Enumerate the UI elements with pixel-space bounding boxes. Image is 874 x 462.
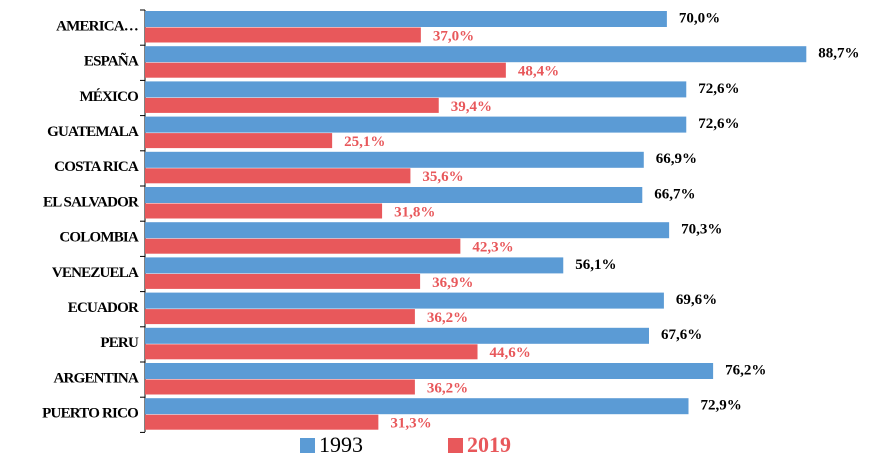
value-label: 36,2% bbox=[427, 310, 468, 326]
legend-swatch bbox=[300, 438, 315, 453]
bar bbox=[145, 27, 421, 43]
bar bbox=[145, 327, 649, 344]
value-label: 70,0% bbox=[679, 10, 720, 26]
category-label: AMERICA… bbox=[56, 18, 138, 34]
value-label: 66,9% bbox=[656, 151, 697, 167]
bar bbox=[145, 187, 643, 203]
bar bbox=[145, 151, 644, 168]
bar bbox=[145, 238, 461, 254]
value-label: 76,2% bbox=[725, 362, 766, 378]
value-label: 72,6% bbox=[698, 81, 739, 97]
category-label: ARGENTINA bbox=[54, 370, 139, 386]
bar bbox=[145, 62, 506, 78]
value-label: 72,9% bbox=[701, 398, 742, 414]
value-label: 70,3% bbox=[681, 222, 722, 238]
value-label: 39,4% bbox=[451, 99, 492, 115]
value-label: 67,6% bbox=[661, 327, 702, 343]
category-label: MÉXICO bbox=[79, 88, 138, 105]
value-label: 31,8% bbox=[394, 204, 435, 220]
bar bbox=[145, 46, 807, 63]
bar bbox=[145, 257, 564, 274]
bar bbox=[145, 414, 379, 430]
value-label: 35,6% bbox=[422, 169, 463, 185]
value-label: 36,9% bbox=[432, 275, 473, 291]
category-label: COLOMBIA bbox=[59, 230, 139, 246]
value-label: 44,6% bbox=[490, 345, 531, 361]
value-label: 88,7% bbox=[818, 46, 859, 62]
value-label: 42,3% bbox=[472, 240, 513, 256]
legend-swatch bbox=[448, 438, 463, 453]
category-label: COSTA RICA bbox=[54, 159, 139, 175]
bar bbox=[145, 344, 478, 360]
bar bbox=[145, 11, 667, 27]
category-label: EL SALVADOR bbox=[43, 194, 139, 210]
category-label: PUERTO RICO bbox=[42, 406, 138, 422]
value-label: 25,1% bbox=[344, 134, 385, 150]
legend-label: 2019 bbox=[467, 432, 511, 457]
category-label: PERU bbox=[100, 335, 139, 351]
bar bbox=[145, 133, 333, 149]
bar bbox=[145, 273, 421, 289]
category-label: GUATEMALA bbox=[47, 124, 139, 140]
value-label: 37,0% bbox=[433, 28, 474, 44]
category-label: VENEZUELA bbox=[52, 265, 139, 281]
bar bbox=[145, 309, 415, 325]
value-label: 69,6% bbox=[676, 292, 717, 308]
value-label: 31,3% bbox=[390, 416, 431, 432]
bar bbox=[145, 116, 687, 133]
bar bbox=[145, 398, 689, 415]
legend-label: 1993 bbox=[319, 432, 363, 457]
bar bbox=[145, 222, 670, 239]
value-label: 56,1% bbox=[575, 257, 616, 273]
bar bbox=[145, 97, 439, 113]
bar bbox=[145, 379, 415, 395]
bar bbox=[145, 203, 383, 219]
category-label: ESPAÑA bbox=[84, 52, 139, 70]
bar bbox=[145, 292, 664, 309]
category-label: ECUADOR bbox=[68, 300, 139, 316]
bar bbox=[145, 81, 687, 98]
value-label: 72,6% bbox=[698, 116, 739, 132]
bar bbox=[145, 168, 411, 184]
bar bbox=[145, 363, 714, 379]
value-label: 48,4% bbox=[518, 64, 559, 80]
value-label: 66,7% bbox=[654, 186, 695, 202]
value-label: 36,2% bbox=[427, 380, 468, 396]
